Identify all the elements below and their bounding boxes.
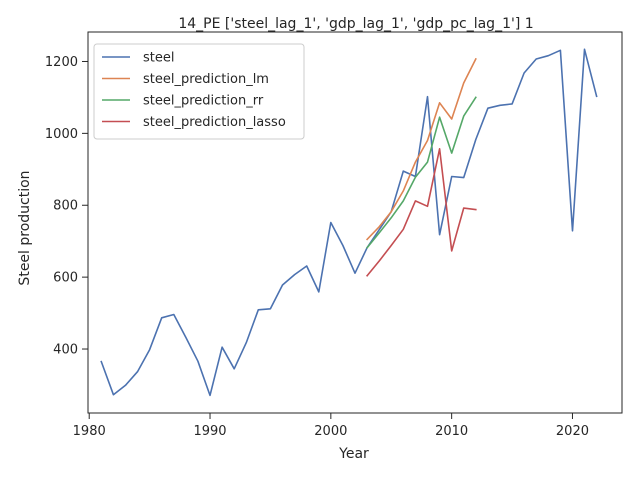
x-tick-label: 2000 — [314, 424, 347, 439]
chart-title: 14_PE ['steel_lag_1', 'gdp_lag_1', 'gdp_… — [178, 16, 533, 32]
series-line-steel-prediction-lasso — [365, 148, 477, 277]
legend-label: steel_prediction_lm — [143, 72, 269, 87]
y-tick-label: 800 — [53, 199, 78, 214]
plot-frame — [87, 31, 623, 414]
x-axis-label: Year — [338, 446, 369, 462]
x-tick-label: 2020 — [556, 424, 589, 439]
plot-lines — [100, 48, 598, 397]
legend: steel steel_prediction_lm steel_prediction… — [93, 43, 305, 140]
y-tick-label: 1200 — [45, 55, 78, 70]
y-axis-label: Steel production — [17, 170, 33, 285]
legend-label: steel_prediction_rr — [143, 94, 264, 109]
legend-label: steel — [143, 51, 174, 66]
x-axis: 1980 1990 2000 2010 2020 — [73, 413, 589, 439]
x-tick-label: 1980 — [73, 424, 106, 439]
y-tick-label: 400 — [53, 343, 78, 358]
x-tick-label: 1990 — [193, 424, 226, 439]
series-line-steel-prediction-rr — [365, 96, 477, 249]
series-line-steel — [100, 48, 598, 397]
y-axis: 400 600 800 1000 1200 — [45, 55, 88, 358]
y-tick-label: 600 — [53, 271, 78, 286]
legend-box — [93, 43, 305, 140]
x-tick-label: 2010 — [435, 424, 468, 439]
y-tick-label: 1000 — [45, 127, 78, 142]
legend-label: steel_prediction_lasso — [143, 115, 286, 130]
series-line-steel-prediction-lm — [365, 57, 477, 241]
